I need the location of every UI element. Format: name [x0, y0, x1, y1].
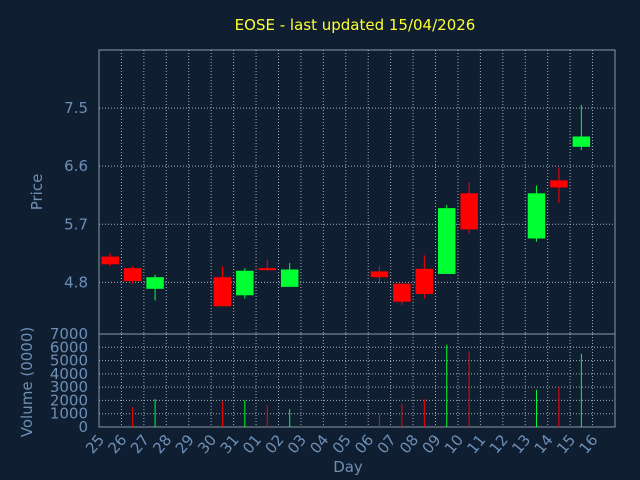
- x-tick-label: 31: [217, 431, 243, 457]
- candle-body: [236, 270, 254, 296]
- x-tick-label: 16: [576, 431, 602, 457]
- x-tick-label: 29: [172, 431, 198, 457]
- x-tick-label: 12: [486, 431, 512, 457]
- candle-body: [460, 193, 478, 230]
- x-tick-label: 15: [553, 431, 579, 457]
- x-tick-label: 06: [351, 431, 377, 457]
- chart-marks: [101, 104, 591, 427]
- volume-tick-label: 2000: [50, 391, 88, 409]
- x-tick-label: 10: [441, 431, 467, 457]
- candle-body: [280, 269, 299, 287]
- x-tick-label: 11: [463, 431, 489, 457]
- x-tick-label: 30: [194, 431, 220, 457]
- x-tick-label: 14: [531, 431, 557, 457]
- chart-title: EOSE - last updated 15/04/2026: [235, 16, 476, 34]
- x-tick-label: 28: [149, 431, 175, 457]
- candle-body: [415, 268, 434, 294]
- price-tick-label: 6.6: [64, 157, 88, 175]
- candle-body: [437, 208, 456, 274]
- volume-panel-frame: [98, 333, 616, 428]
- x-tick-label: 05: [329, 431, 355, 457]
- x-tick-label: 26: [104, 431, 130, 457]
- candle-body: [527, 193, 546, 239]
- candle-body: [101, 256, 119, 265]
- candle-body: [146, 277, 164, 289]
- x-axis-label: Day: [333, 458, 363, 476]
- volume-axis-label: Volume (0000): [18, 327, 36, 437]
- grid: [98, 49, 616, 428]
- volume-tick-label: 4000: [50, 365, 88, 383]
- x-tick-label: 09: [419, 431, 445, 457]
- volume-tick-label: 3000: [50, 378, 88, 396]
- volume-tick-label: 6000: [50, 338, 88, 356]
- x-tick-label: 01: [239, 431, 265, 457]
- x-tick-label: 02: [261, 431, 287, 457]
- x-tick-label: 07: [374, 431, 400, 457]
- x-tick-label: 03: [284, 431, 310, 457]
- candle-body: [572, 136, 591, 147]
- volume-tick-label: 5000: [50, 352, 88, 370]
- x-tick-label: 04: [306, 431, 332, 457]
- volume-tick-label: 1000: [50, 405, 88, 423]
- volume-tick-label: 0: [78, 418, 88, 436]
- candle-body: [550, 180, 568, 188]
- volume-tick-label: 7000: [50, 325, 88, 343]
- x-tick-label: 27: [127, 431, 153, 457]
- price-tick-label: 7.5: [64, 99, 88, 117]
- x-tick-label: 13: [508, 431, 534, 457]
- candle-body: [258, 268, 277, 271]
- candle-body: [123, 268, 142, 282]
- price-tick-label: 4.8: [64, 273, 88, 291]
- price-tick-label: 5.7: [64, 215, 88, 233]
- price-axis-label: Price: [28, 174, 46, 211]
- x-tick-label: 08: [396, 431, 422, 457]
- candle-body: [370, 271, 389, 278]
- candle-body: [213, 277, 232, 307]
- price-panel-frame: [98, 49, 616, 335]
- candle-body: [393, 283, 411, 302]
